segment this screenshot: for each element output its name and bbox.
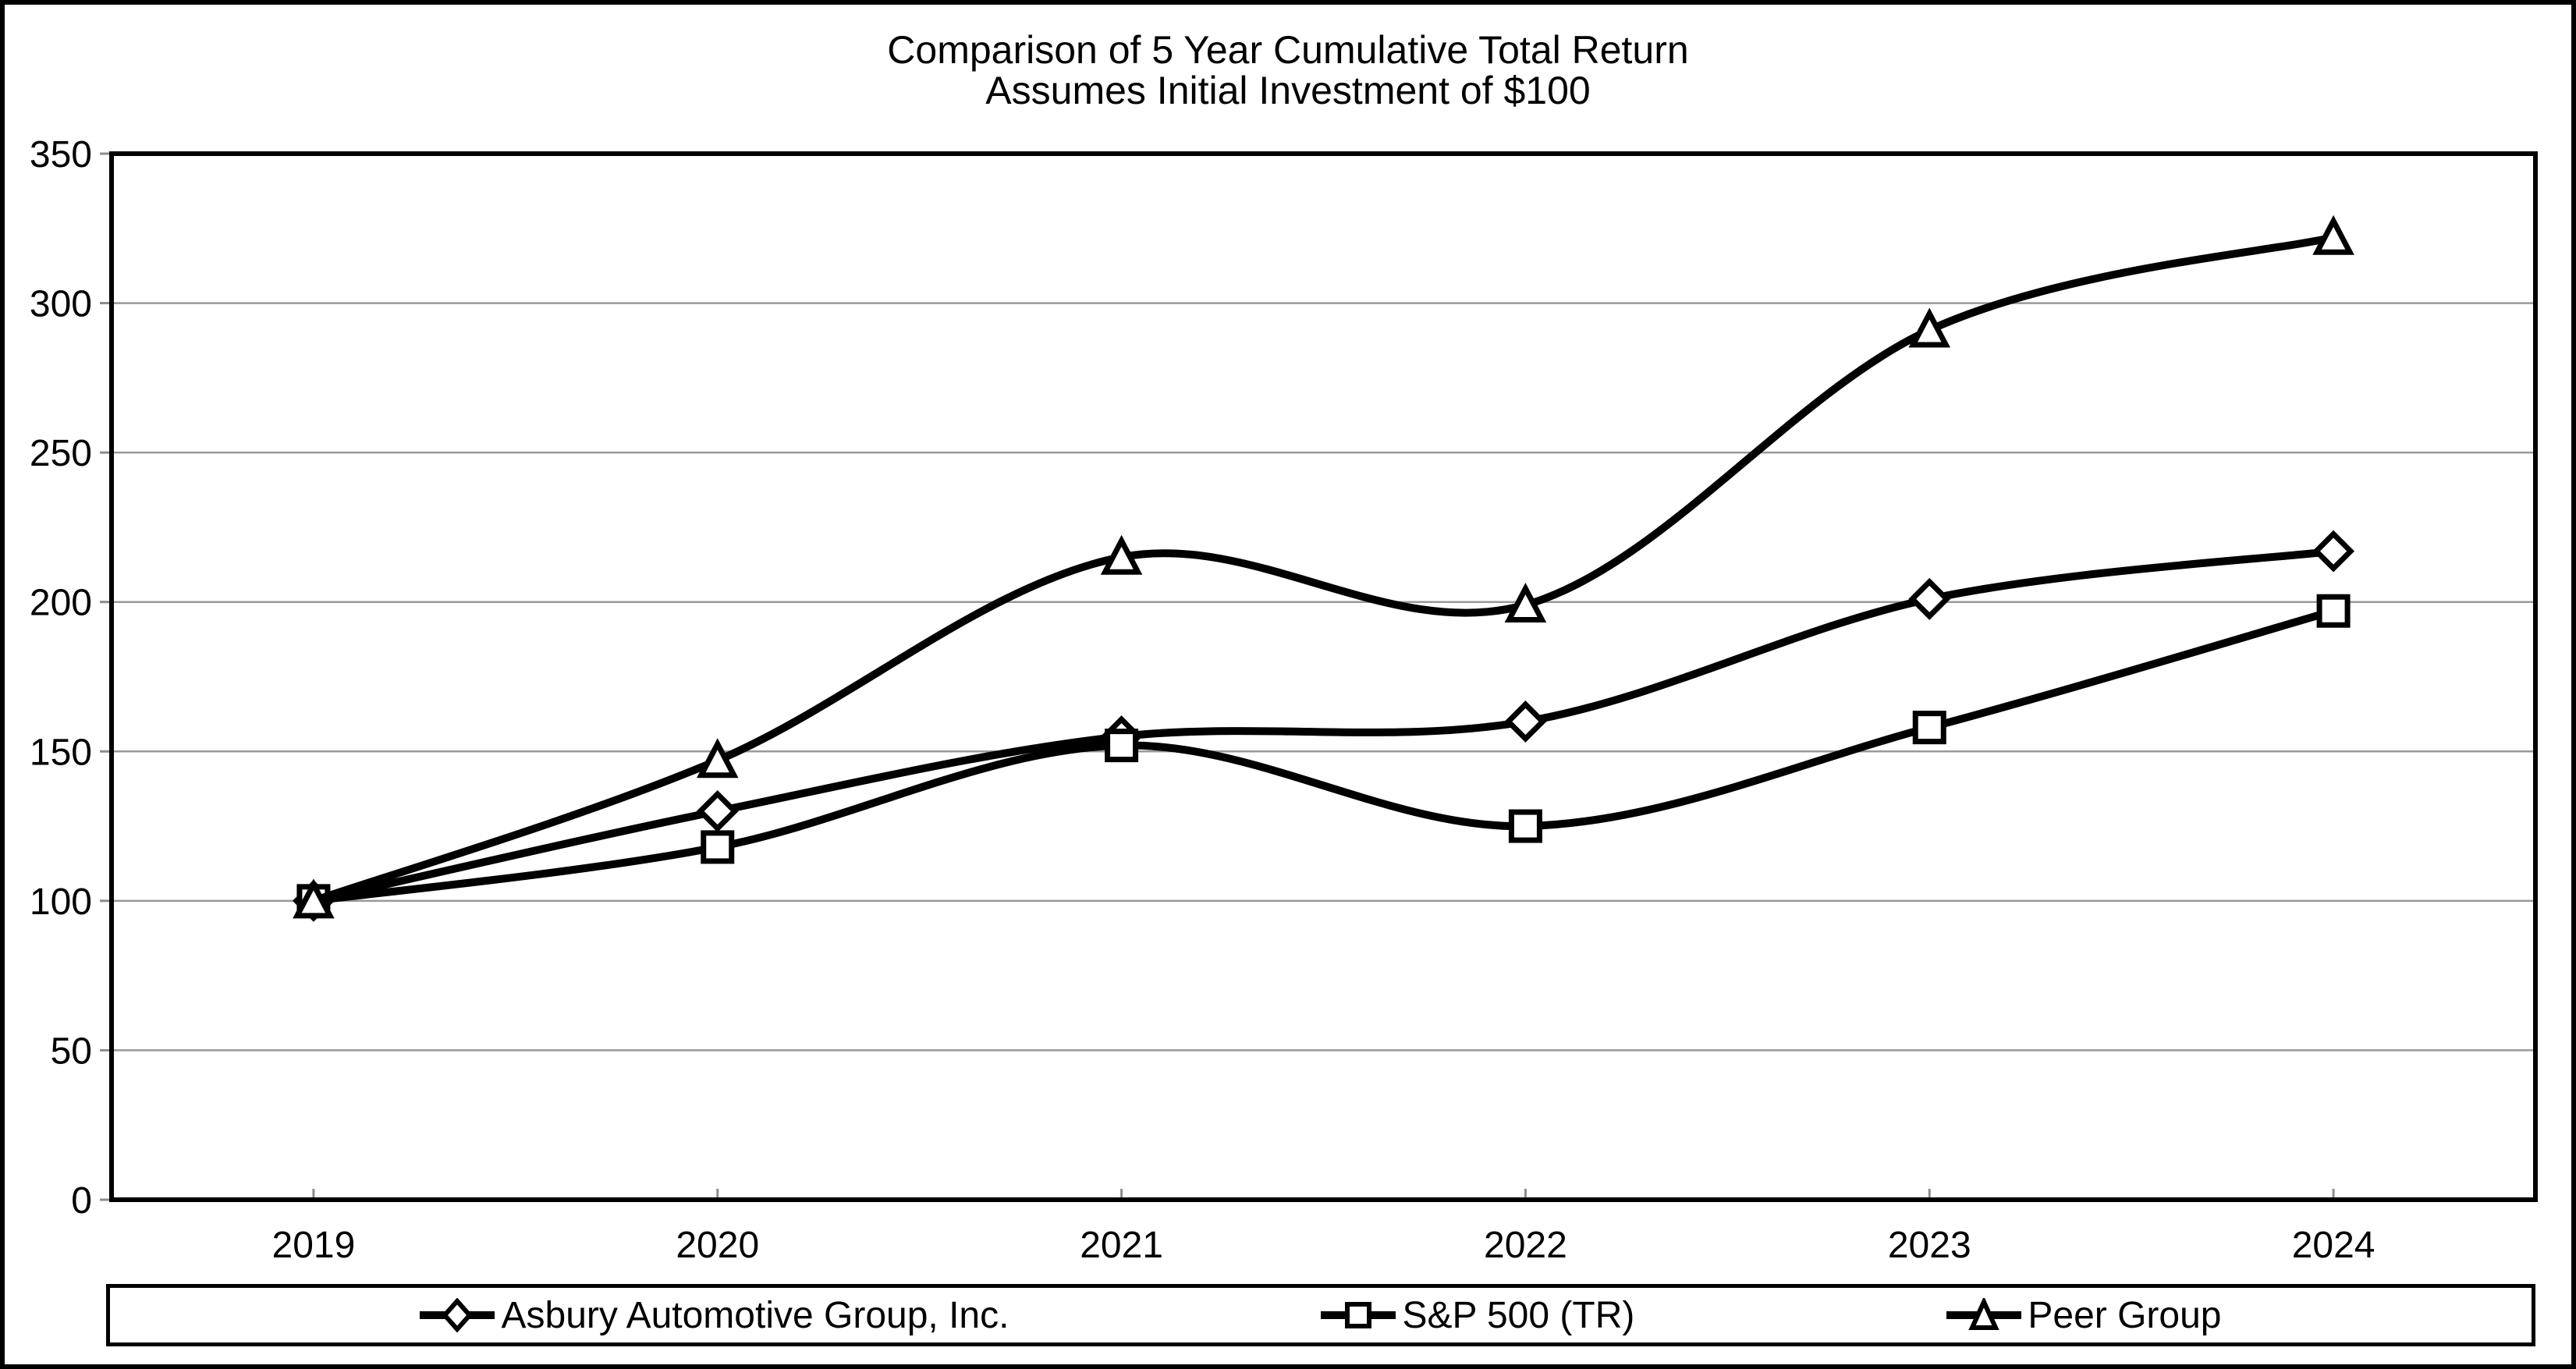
marker-triangle-2024 xyxy=(2312,215,2354,255)
legend-item-asbury: Asbury Automotive Group, Inc. xyxy=(420,1294,1009,1337)
y-tick-label-150: 150 xyxy=(30,732,92,773)
y-tick-label-350: 350 xyxy=(30,134,92,176)
marker-diamond-2023 xyxy=(1908,577,1951,620)
series-line-0 xyxy=(309,547,2338,905)
marker-square-2020 xyxy=(701,830,735,864)
marker-square-2021 xyxy=(1105,729,1139,763)
chart-legend: Asbury Automotive Group, Inc. S&P 500 (T… xyxy=(106,1284,2535,1346)
y-tick-label-200: 200 xyxy=(30,583,92,624)
marker-square-2024 xyxy=(2316,594,2351,628)
plot-frame xyxy=(109,151,2538,1202)
y-tick-label-0: 0 xyxy=(71,1180,92,1222)
page-title: Comparison of 5 Year Cumulative Total Re… xyxy=(887,28,1689,72)
x-tick-label-2021: 2021 xyxy=(1080,1225,1163,1266)
chart-title-block: Comparison of 5 Year Cumulative Total Re… xyxy=(0,30,2576,111)
diamond-marker-icon xyxy=(420,1298,495,1332)
marker-triangle-2023 xyxy=(1908,307,1951,348)
page-subtitle: Assumes Initial Investment of $100 xyxy=(985,69,1591,112)
x-tick-label-2019: 2019 xyxy=(272,1225,356,1266)
marker-triangle-2019 xyxy=(293,878,335,919)
marker-square-2023 xyxy=(1912,711,1946,745)
marker-square-2022 xyxy=(1508,809,1542,843)
marker-diamond-2022 xyxy=(1504,700,1547,743)
series-line-2 xyxy=(309,233,2338,905)
legend-item-peer-group: Peer Group xyxy=(1946,1294,2222,1337)
marker-triangle-2020 xyxy=(696,738,739,778)
legend-item-sp500: S&P 500 (TR) xyxy=(1321,1294,1634,1337)
legend-label-asbury: Asbury Automotive Group, Inc. xyxy=(501,1294,1009,1336)
legend-label-peer-group: Peer Group xyxy=(2028,1294,2222,1336)
triangle-marker-icon xyxy=(1946,1298,2022,1330)
y-tick-label-100: 100 xyxy=(30,881,92,923)
y-tick-label-300: 300 xyxy=(30,284,92,325)
marker-diamond-2024 xyxy=(2312,530,2355,573)
x-tick-label-2022: 2022 xyxy=(1484,1225,1567,1266)
x-tick-label-2020: 2020 xyxy=(676,1225,759,1266)
square-marker-icon xyxy=(1321,1302,1396,1328)
x-tick-label-2024: 2024 xyxy=(2292,1225,2376,1266)
y-tick-label-250: 250 xyxy=(30,433,92,474)
legend-label-sp500: S&P 500 (TR) xyxy=(1402,1294,1635,1336)
marker-triangle-2021 xyxy=(1100,534,1143,575)
marker-triangle-2022 xyxy=(1504,583,1547,623)
x-tick-label-2023: 2023 xyxy=(1888,1225,1971,1266)
y-tick-label-50: 50 xyxy=(51,1030,92,1072)
series-line-1 xyxy=(309,607,2338,905)
marker-diamond-2020 xyxy=(696,789,739,832)
